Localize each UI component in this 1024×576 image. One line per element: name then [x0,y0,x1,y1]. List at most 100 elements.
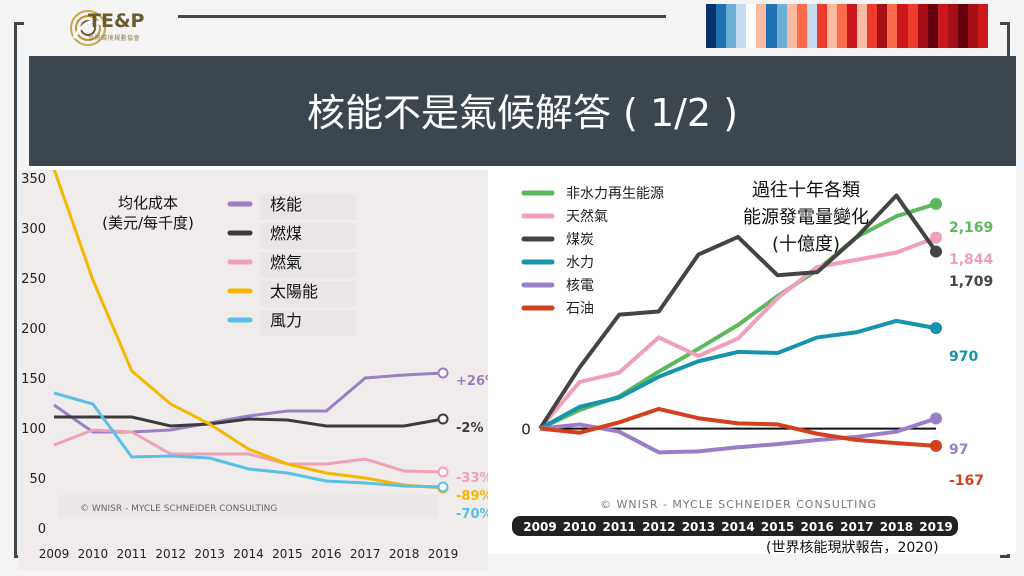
series-line [539,406,937,448]
x-tick-label: 2010 [563,520,596,534]
chart-title: 過往十年各類 [752,180,860,201]
stripe [766,4,777,48]
chart-title: (十億度) [772,234,840,255]
stripe [837,4,848,48]
end-label: -89% [456,489,488,504]
stripe [927,4,938,48]
warming-stripes [706,4,989,48]
generation-chart: 0 © WNISR - MYCLE SCHNEIDER CONSULTING 200… [490,170,1010,550]
end-marker [437,413,449,425]
x-tick-label: 2019 [919,520,952,534]
x-tick-label: 2017 [350,547,381,561]
series-line [53,428,444,474]
stripe [877,4,888,48]
x-tick-label: 2014 [721,520,754,534]
legend-label: 石油 [566,301,594,317]
end-marker [930,412,942,425]
y-tick-label: 250 [21,272,46,287]
x-tick-label: 2017 [840,520,873,534]
x-tick-label: 2012 [642,520,675,534]
x-tick-label: 2010 [78,547,109,561]
end-label: 1,709 [949,274,993,290]
end-marker [930,197,942,210]
watermark-box [58,495,438,517]
y-tick-label: 100 [21,422,46,437]
series-line [52,170,444,490]
y-tick-label: 350 [21,172,46,187]
legend-bg [260,281,356,307]
end-label: 970 [949,349,978,365]
stripe [857,4,868,48]
x-axis-band [512,516,958,536]
end-marker [437,466,449,478]
stripe [907,4,918,48]
stripe [897,4,908,48]
logo-text: TE&P [88,10,145,32]
legend-bg [260,194,356,220]
title-bar: 核能不是氣候解答 ( 1/2 ) [29,56,1016,166]
top-bar: TE&P 台灣環境規劃協會 [0,0,1024,56]
series-line [539,416,937,455]
legend-label: 核能 [270,195,302,214]
stripe [816,4,827,48]
source-footnote: (世界核能現狀報告，2020) [766,540,939,556]
y-tick-label: 0 [38,522,46,537]
x-tick-label: 2012 [155,547,186,561]
stripe [917,4,928,48]
stripe [706,4,717,48]
stripe [937,4,948,48]
x-tick-label: 2016 [800,520,833,534]
series-line [538,235,937,430]
legend-label: 核電 [566,278,594,294]
end-marker [437,367,449,379]
stripe [847,4,858,48]
x-tick-label: 2014 [233,547,264,561]
x-tick-label: 2018 [880,520,913,534]
legend-label: 煤炭 [566,232,594,248]
legend-bg [260,310,356,336]
legend-label: 水力 [566,255,594,271]
stripe [786,4,797,48]
watermark: © WNISR - MYCLE SCHNEIDER CONSULTING [600,498,877,511]
end-label: -70% [456,507,488,522]
end-marker [437,481,449,493]
legend-title: 均化成本 [118,194,178,212]
end-label: 2,169 [949,220,993,236]
stripe [887,4,898,48]
stripe [756,4,767,48]
stripe [826,4,838,48]
end-label: 97 [949,442,968,458]
cost-chart: © WNISR - MYCLE SCHNEIDER CONSULTING 0 50 1… [18,170,488,570]
legend-label: 非水力再生能源 [566,186,664,202]
page-title: 核能不是氣候解答 ( 1/2 ) [306,91,739,135]
stripe [726,4,737,48]
x-tick-label: 2016 [311,547,342,561]
legend-label: 天然氣 [566,208,608,225]
stripe [796,4,807,48]
stripe [806,4,817,48]
x-tick-label: 2013 [682,520,715,534]
series-line [539,318,937,431]
end-label: -167 [949,473,984,489]
y-tick-label: 50 [29,472,46,487]
stripe [978,4,989,48]
x-tick-label: 2018 [389,547,420,561]
legend-label: 風力 [270,311,302,330]
stripe [736,4,747,48]
series-line [53,391,444,489]
chart-title: 能源發電量變化 [743,207,869,228]
end-label: -33% [456,471,488,486]
x-tick-label: 2011 [602,520,635,534]
end-marker [930,439,942,452]
x-tick-label: 2009 [39,547,70,561]
stripe [716,4,727,48]
end-label: -2% [456,421,483,436]
legend-label: 燃氣 [270,253,302,272]
end-marker [930,322,942,335]
zero-label: 0 [521,421,531,439]
series-line [54,415,444,428]
x-tick-label: 2019 [428,547,459,561]
y-tick-label: 200 [21,322,46,337]
logo-icon [70,10,106,46]
legend-title: (美元/每千度) [102,214,194,232]
